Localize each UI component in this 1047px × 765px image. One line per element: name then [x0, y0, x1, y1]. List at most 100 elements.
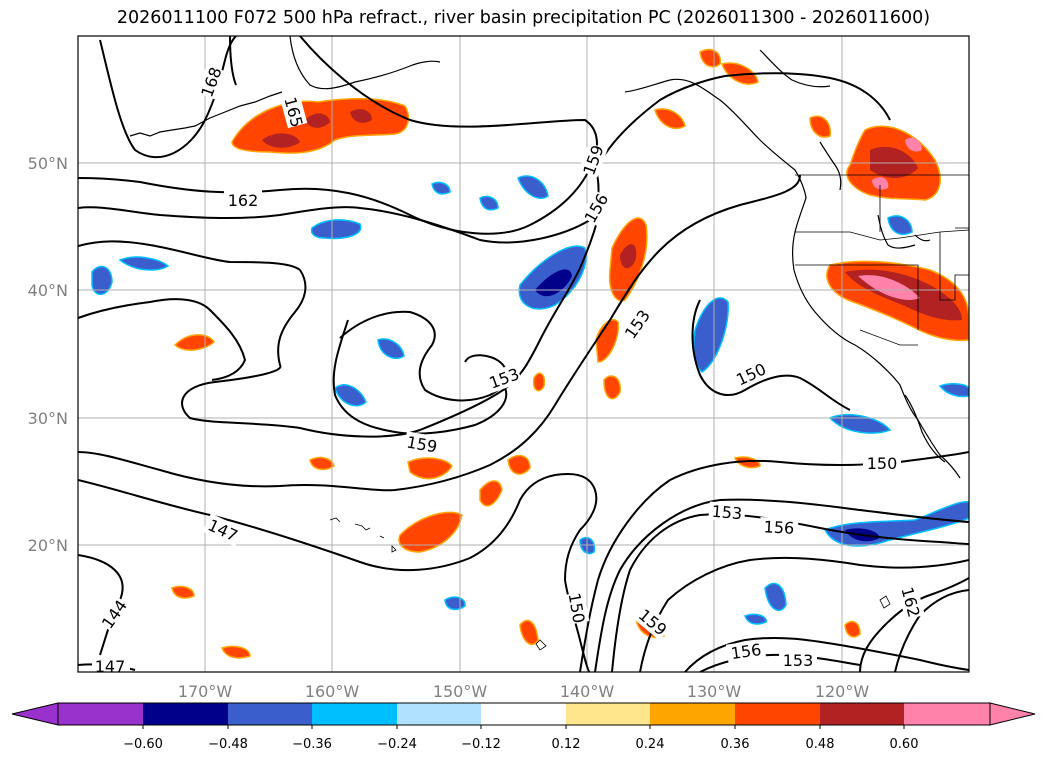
precip-blob [173, 334, 215, 351]
coastline [289, 36, 441, 90]
colorbar-swatch [228, 703, 312, 725]
precip-blob [309, 456, 335, 471]
precip-blob [858, 275, 920, 300]
precip-blob [654, 108, 686, 130]
contour-line [78, 298, 247, 381]
precip-blob [377, 338, 405, 360]
border-layer [795, 174, 969, 346]
precip-blob [334, 384, 367, 407]
lon-label-170w: 170°W [178, 682, 233, 701]
colorbar-extend-high [989, 702, 1036, 726]
lon-labels: 170°W 160°W 150°W 140°W 130°W 120°W [178, 682, 870, 701]
lat-labels: 50°N 40°N 30°N 20°N [28, 154, 68, 555]
colorbar-extend-low [11, 702, 59, 726]
precip-blob [844, 620, 861, 638]
contour-line [99, 36, 237, 159]
contour-label: 147 [95, 657, 126, 676]
precip-blob [809, 115, 831, 138]
island [391, 545, 397, 553]
island [535, 639, 547, 651]
contour-label: 153 [783, 651, 814, 670]
precip-blob [479, 195, 499, 211]
colorbar-tick: 0.48 [806, 737, 835, 752]
map-content: 168 165 162 159 156 153 153 150 159 147 … [78, 36, 969, 676]
colorbar-tick: −0.12 [461, 737, 501, 752]
colorbar-tick: 0.36 [721, 737, 750, 752]
precip-blob [398, 511, 463, 553]
contour-line [78, 72, 891, 244]
colorbar-frame [57, 702, 991, 726]
map-background [78, 36, 969, 672]
contour-line [684, 636, 969, 672]
colorbar-swatch [650, 703, 735, 725]
colorbar-tick: −0.24 [377, 737, 417, 752]
state-border [939, 232, 969, 301]
colorbar: −0.60 −0.48 −0.36 −0.24 −0.12 0.12 0.24 … [11, 702, 1036, 752]
lon-label-130w: 130°W [687, 682, 742, 701]
colorbar-swatch [820, 703, 904, 725]
precip-blob [699, 48, 721, 68]
colorbar-tick: −0.48 [208, 737, 248, 752]
colorbar-tick: −0.36 [292, 737, 332, 752]
colorbar-tick: −0.60 [123, 737, 163, 752]
precip-blob [444, 596, 466, 611]
colorbar-swatch [735, 703, 820, 725]
state-border [795, 229, 969, 241]
precip-blob [828, 414, 892, 434]
contour-line [639, 556, 969, 672]
precip-blob [519, 619, 539, 646]
precip-blob [887, 215, 913, 236]
island [379, 535, 385, 539]
island [879, 595, 891, 609]
contour-line [611, 513, 969, 672]
colorbar-swatch [904, 703, 990, 725]
coastline [904, 394, 946, 463]
islands [329, 517, 891, 651]
precip-blob [938, 383, 969, 398]
colorbar-swatch [312, 703, 397, 725]
contour-line [699, 653, 861, 672]
precip-blob [431, 181, 451, 195]
colorbar-swatch [481, 703, 566, 725]
precip-blob [532, 372, 546, 392]
coastline-layer [129, 36, 961, 479]
precip-blob [872, 177, 889, 190]
precip-blob [870, 146, 918, 178]
state-border [955, 227, 969, 275]
colorbar-swatch [143, 703, 228, 725]
lon-label-120w: 120°W [815, 682, 870, 701]
lat-label-40n: 40°N [28, 281, 68, 300]
precip-blob [407, 457, 453, 480]
lat-label-20n: 20°N [28, 536, 68, 555]
precip-blob [507, 454, 531, 475]
graticule [78, 36, 969, 672]
precip-blob [118, 256, 170, 271]
precip-blob [171, 585, 195, 599]
contour-label: 153 [711, 502, 743, 524]
coastline [914, 234, 931, 242]
contour-line [229, 36, 237, 86]
contour-line [78, 174, 801, 492]
island [354, 523, 371, 531]
colorbar-tick: 0.12 [552, 737, 581, 752]
precip-fill-layer [91, 48, 969, 659]
contour-label: 156 [763, 517, 794, 538]
contour-line [332, 319, 508, 435]
colorbar-tick: 0.60 [890, 737, 919, 752]
precip-blob [262, 133, 300, 148]
precip-blob [535, 269, 572, 297]
precip-blob [350, 109, 372, 123]
precip-blob [905, 137, 922, 152]
precip-blob [221, 645, 251, 659]
colorbar-swatch [397, 703, 481, 725]
precip-blob [479, 480, 503, 507]
precip-blob [620, 244, 637, 269]
lon-label-140w: 140°W [560, 682, 615, 701]
island [329, 517, 341, 523]
state-border [795, 264, 919, 330]
precip-blob [603, 375, 621, 400]
map-frame [77, 35, 970, 673]
colorbar-tick: 0.24 [636, 737, 665, 752]
precip-blob [744, 613, 767, 625]
